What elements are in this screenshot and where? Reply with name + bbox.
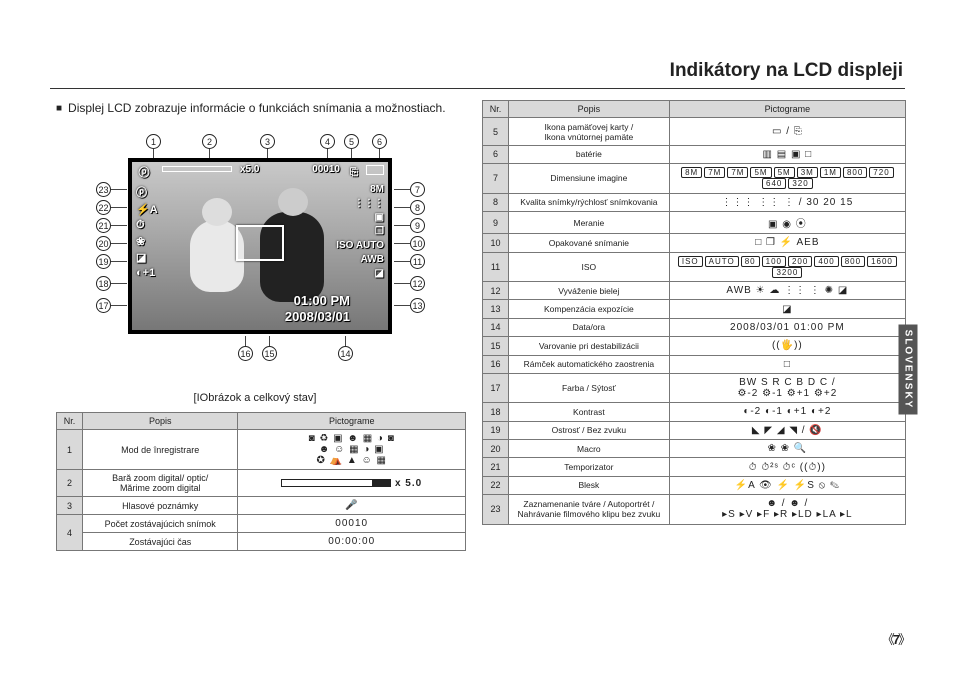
zoom-bar-icon xyxy=(162,166,232,172)
lcd-screen: ⓟ x5.0 00010 ⎘ ⓟ⚡A⏱❀◪◐+1 8M⋮⋮⋮▣❐ISO AUTO… xyxy=(128,158,392,334)
lcd-diagram: 1234567891011121323222120191817161514 ⓟ … xyxy=(56,134,466,394)
battery-icon xyxy=(366,165,384,175)
callout-16: 16 xyxy=(238,346,253,361)
lcd-time: 01:00 PM xyxy=(294,293,350,308)
language-tab: SLOVENSKY xyxy=(899,325,918,415)
page-number: 7 xyxy=(882,629,911,648)
left-reference-table: Nr.PopisPictograme1Mod de înregistrare◙ … xyxy=(56,412,466,551)
af-frame-icon xyxy=(236,225,284,261)
callout-1: 1 xyxy=(146,134,161,149)
callout-20: 20 xyxy=(96,236,111,251)
callout-15: 15 xyxy=(262,346,277,361)
callout-4: 4 xyxy=(320,134,335,149)
callout-14: 14 xyxy=(338,346,353,361)
mode-icon: ⓟ xyxy=(136,165,152,179)
callout-5: 5 xyxy=(344,134,359,149)
lcd-left-icons: ⓟ⚡A⏱❀◪◐+1 xyxy=(136,184,158,279)
callout-2: 2 xyxy=(202,134,217,149)
callout-8: 8 xyxy=(410,200,425,215)
callout-9: 9 xyxy=(410,218,425,233)
callout-19: 19 xyxy=(96,254,111,269)
callout-22: 22 xyxy=(96,200,111,215)
zoom-value: x5.0 xyxy=(240,164,259,175)
card-icon: ⎘ xyxy=(346,165,362,179)
callout-12: 12 xyxy=(410,276,425,291)
counter-value: 00010 xyxy=(312,164,340,175)
callout-7: 7 xyxy=(410,182,425,197)
intro-text: Displej LCD zobrazuje informácie o funkc… xyxy=(56,100,466,117)
callout-11: 11 xyxy=(410,254,425,269)
page-title: Indikátory na LCD displeji xyxy=(670,60,903,82)
right-reference-table: Nr.PopisPictograme5Ikona pamäťovej karty… xyxy=(482,100,906,525)
callout-23: 23 xyxy=(96,182,111,197)
callout-18: 18 xyxy=(96,276,111,291)
lcd-date: 2008/03/01 xyxy=(285,309,350,324)
callout-21: 21 xyxy=(96,218,111,233)
callout-3: 3 xyxy=(260,134,275,149)
callout-10: 10 xyxy=(410,236,425,251)
callout-17: 17 xyxy=(96,298,111,313)
title-rule xyxy=(50,88,905,89)
figure-caption: [IObrázok a celkový stav] xyxy=(50,392,460,404)
lcd-right-icons: 8M⋮⋮⋮▣❐ISO AUTOAWB◪ xyxy=(336,184,384,279)
callout-13: 13 xyxy=(410,298,425,313)
callout-6: 6 xyxy=(372,134,387,149)
